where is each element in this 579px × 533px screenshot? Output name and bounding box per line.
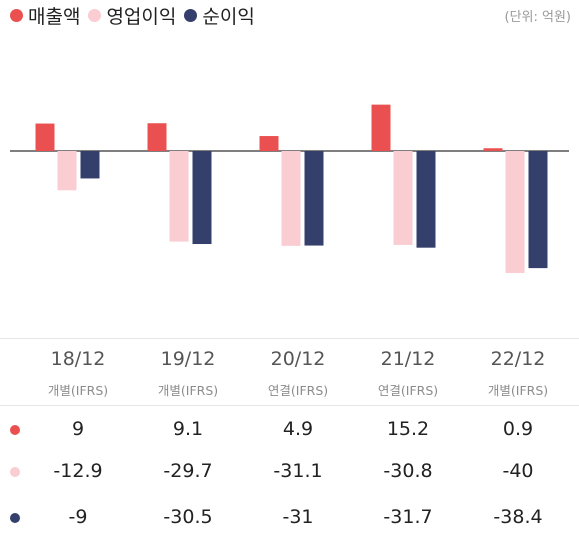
table-cell: -38.4 [493,506,543,528]
table-cell: 9 [71,418,85,440]
table-cell: -31 [282,506,314,528]
bar-operating-profit-20/12[interactable] [281,151,301,246]
table-cell: 0.9 [502,418,534,440]
period-type-1: 개별(IFRS) [157,383,219,398]
table-cell: -40 [502,460,534,482]
table-cell: -31.7 [383,506,433,528]
bar-operating-profit-21/12[interactable] [393,151,413,245]
bar-revenue-19/12[interactable] [147,123,167,151]
bar-net-income-19/12[interactable] [192,151,212,245]
period-date-0: 18/12 [50,348,106,370]
bar-net-income-18/12[interactable] [80,151,100,179]
bar-net-income-21/12[interactable] [416,151,436,248]
row-dot-operating-profit [10,467,20,477]
period-date-4: 22/12 [490,348,546,370]
legend: 매출액 영업이익 순이익 [10,2,255,28]
row-dot-revenue [10,425,20,435]
table-cell: -9 [68,506,88,528]
legend-label-net-income: 순이익 [202,5,255,28]
table-cell: -29.7 [163,460,213,482]
period-date-3: 21/12 [380,348,436,370]
legend-dot-revenue [10,8,23,22]
legend-label-revenue: 매출액 [28,5,81,28]
bar-revenue-20/12[interactable] [259,136,279,151]
chart-divider [0,338,579,339]
legend-dot-net-income [184,8,198,22]
bar-net-income-20/12[interactable] [304,151,324,246]
table-cell: -31.1 [273,460,323,482]
row-dot-net-income [10,513,20,523]
bar-operating-profit-19/12[interactable] [169,151,189,242]
bar-revenue-18/12[interactable] [35,123,55,151]
bar-chart [10,104,569,273]
bar-operating-profit-22/12[interactable] [505,151,525,273]
period-date-2: 20/12 [270,348,326,370]
table-cell: 4.9 [282,418,314,440]
table-cell: 9.1 [172,418,204,440]
bar-net-income-22/12[interactable] [528,151,548,269]
table-cell: -30.8 [383,460,433,482]
bar-revenue-21/12[interactable] [371,104,391,151]
bar-revenue-22/12[interactable] [483,148,503,151]
table-cell: -30.5 [163,506,213,528]
period-type-3: 연결(IFRS) [377,383,439,398]
table-cell: 15.2 [386,418,430,440]
period-type-2: 연결(IFRS) [267,383,329,398]
period-type-0: 개별(IFRS) [47,383,109,398]
table-cell: -12.9 [53,460,103,482]
unit-label: (단위: 억원) [504,10,572,25]
legend-dot-operating-profit [88,8,102,22]
legend-item-operating-profit[interactable]: 영업이익 [88,2,176,29]
period-type-4: 개별(IFRS) [487,383,549,398]
period-date-1: 19/12 [160,348,216,370]
legend-item-net-income[interactable]: 순이익 [184,2,255,29]
legend-item-revenue[interactable]: 매출액 [10,2,80,29]
table-divider [0,405,579,406]
bar-operating-profit-18/12[interactable] [57,151,77,191]
legend-label-operating-profit: 영업이익 [106,5,177,28]
